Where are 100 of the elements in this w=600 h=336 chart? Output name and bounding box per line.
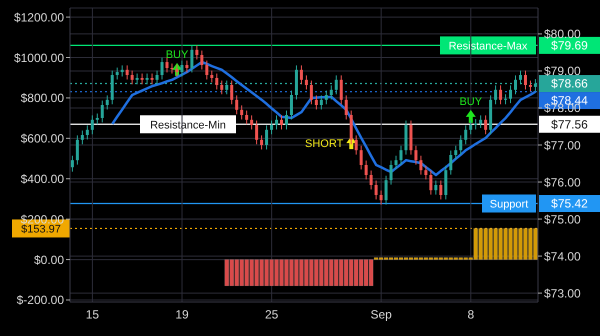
candlestick	[310, 80, 313, 105]
candlestick	[360, 145, 363, 170]
candlestick	[474, 118, 478, 130]
candlestick	[514, 74, 518, 95]
candlestick	[414, 145, 418, 166]
candlestick	[130, 70, 134, 85]
candlestick	[150, 73, 154, 85]
candlestick	[195, 44, 198, 60]
candlestick	[528, 80, 532, 92]
candlestick	[220, 80, 224, 95]
candlestick	[429, 170, 432, 196]
candlestick	[334, 74, 338, 95]
candlestick	[90, 114, 94, 135]
candlestick	[175, 64, 178, 77]
candlestick	[205, 60, 208, 80]
candlestick	[469, 120, 472, 135]
candlestick	[280, 114, 284, 130]
candlestick	[314, 94, 318, 110]
candlestick	[479, 114, 482, 128]
candlestick	[459, 134, 462, 156]
candlestick	[424, 165, 428, 180]
candlestick	[419, 155, 422, 176]
candlestick	[344, 94, 348, 120]
x-tick-label: 8	[467, 308, 474, 322]
candlestick	[390, 160, 393, 186]
candlestick	[185, 60, 188, 73]
candlestick	[324, 90, 328, 105]
text: $77.56	[551, 117, 588, 132]
candlestick	[200, 50, 204, 70]
candlestick	[76, 134, 79, 166]
candlestick	[454, 145, 458, 160]
candlestick	[235, 94, 238, 115]
y-tick-label: $0.00	[34, 252, 64, 267]
candlestick	[250, 114, 254, 130]
candlestick	[165, 57, 168, 73]
y2-tick-label: $76.00	[544, 175, 582, 190]
x-tick-label: 25	[264, 308, 279, 322]
candlestick	[394, 155, 398, 170]
text: $75.42	[551, 196, 588, 211]
candlestick	[80, 130, 84, 145]
point	[466, 110, 476, 123]
candlestick	[190, 44, 194, 73]
candlestick	[240, 104, 244, 120]
candlestick	[70, 155, 74, 172]
y2-tick-label: $75.00	[544, 212, 582, 226]
candlestick	[284, 110, 288, 130]
y-tick-label: $-200.00	[16, 293, 64, 308]
candlestick	[160, 57, 164, 80]
x-tick-label: 19	[175, 308, 190, 322]
candlestick	[354, 134, 358, 156]
y2-tick-label: $73.00	[544, 286, 582, 300]
candlestick	[449, 150, 452, 176]
candlestick	[499, 84, 502, 105]
y-tick-label: $600.00	[20, 132, 64, 146]
candlestick	[96, 113, 99, 125]
y-tick-label: $400.00	[20, 172, 64, 186]
candlestick	[384, 175, 388, 206]
y2-tick-label: $74.00	[544, 249, 582, 264]
text: $78.66	[551, 76, 588, 91]
text: $79.69	[551, 38, 588, 52]
candlestick	[380, 190, 383, 206]
series-label: BUY	[166, 48, 190, 61]
candlestick	[86, 124, 89, 140]
ref-line-label: $153.97	[21, 223, 61, 236]
candlestick	[265, 124, 268, 150]
candlestick	[275, 114, 278, 130]
candlestick	[399, 145, 402, 166]
candlestick	[100, 100, 104, 123]
candlestick	[300, 64, 303, 85]
y2-tick-label: $79.00	[544, 64, 582, 78]
candlestick	[255, 120, 258, 145]
candlestick	[434, 180, 438, 196]
candlestick	[370, 170, 373, 190]
candlestick	[210, 70, 214, 83]
y-tick-label: $800.00	[20, 91, 64, 106]
candlestick	[464, 124, 468, 145]
candlestick	[245, 110, 248, 125]
candlestick	[364, 160, 368, 180]
candlestick	[260, 134, 264, 150]
candlestick	[484, 114, 488, 135]
candlestick	[439, 180, 442, 200]
candlestick	[215, 73, 218, 90]
candlestick	[504, 94, 508, 105]
candlestick	[106, 94, 109, 110]
candlestick	[180, 60, 184, 77]
series-label: SHORT	[304, 138, 344, 150]
ref-line-label: Support	[490, 198, 528, 211]
candlestick	[140, 73, 144, 85]
candlestick	[340, 74, 343, 105]
x-tick-label: Sep	[370, 308, 392, 322]
y2-tick-label: $77.00	[544, 138, 582, 152]
candlestick	[126, 64, 129, 80]
x-tick-label: 15	[86, 308, 100, 322]
candlestick	[290, 90, 293, 120]
y-tick-label: $1200.00	[14, 10, 64, 24]
candlestick	[230, 80, 234, 105]
candlestick	[170, 63, 174, 74]
y-tick-label: $1000.00	[14, 50, 64, 65]
candlestick	[304, 74, 308, 90]
text: BUY	[459, 96, 482, 108]
